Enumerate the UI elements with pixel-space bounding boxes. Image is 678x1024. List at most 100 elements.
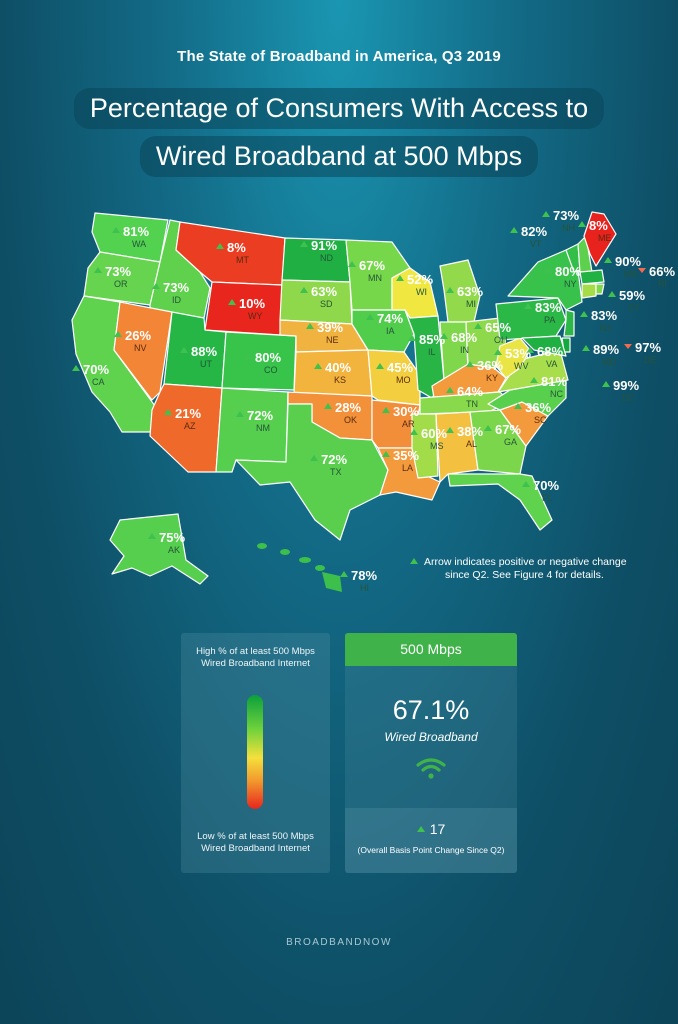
state-shape-al[interactable] <box>435 411 479 483</box>
state-abbr-ny: NY <box>564 279 577 289</box>
state-abbr-nm: NM <box>256 423 270 433</box>
state-shape-ga[interactable] <box>469 409 527 475</box>
up-arrow-icon <box>396 275 404 281</box>
up-arrow-icon <box>410 429 418 435</box>
brand-logo: BROADBANDNOW <box>286 937 392 948</box>
state-abbr-de: DE <box>644 355 657 365</box>
up-arrow-icon <box>376 363 384 369</box>
stat-change-value: 17 <box>429 821 446 837</box>
state-shape-ms[interactable] <box>411 413 439 479</box>
state-pct-pa: 83% <box>535 300 561 315</box>
stat-change: 17 <box>345 821 517 837</box>
state-pct-ga: 67% <box>495 422 521 437</box>
state-shape-mo[interactable] <box>367 349 421 406</box>
state-abbr-id: ID <box>172 295 182 305</box>
us-broadband-map: 81%WA73%OR70%CA73%ID26%NV8%MT10%WY88%UT2… <box>71 208 675 593</box>
up-arrow-icon <box>578 221 586 227</box>
up-arrow-icon <box>526 347 534 353</box>
up-arrow-icon <box>416 826 425 832</box>
state-pct-oh: 65% <box>485 320 511 335</box>
state-pct-sc: 36% <box>525 400 551 415</box>
state-abbr-mt: MT <box>236 255 249 265</box>
state-abbr-sd: SD <box>320 299 333 309</box>
state-abbr-ok: OK <box>344 415 357 425</box>
title-line-2: Wired Broadband at 500 Mbps <box>139 136 539 177</box>
state-pct-ak: 75% <box>159 530 185 545</box>
up-arrow-icon <box>152 283 160 289</box>
state-abbr-tx: TX <box>330 467 342 477</box>
up-arrow-icon <box>542 211 550 217</box>
state-shape-fl[interactable] <box>447 473 553 531</box>
up-arrow-icon <box>366 314 374 320</box>
state-pct-mt: 8% <box>227 240 246 255</box>
up-arrow-icon <box>300 287 308 293</box>
note-line-2: since Q2. See Figure 4 for details. <box>445 569 604 581</box>
state-shape-nj[interactable] <box>563 309 575 337</box>
state-abbr-ms: MS <box>430 441 444 451</box>
state-pct-ny: 80% <box>555 264 581 279</box>
state-shape-hi[interactable] <box>257 543 342 592</box>
state-shape-nm[interactable] <box>215 387 289 473</box>
state-abbr-mn: MN <box>368 273 382 283</box>
state-abbr-ia: IA <box>386 326 395 336</box>
up-arrow-icon <box>314 363 322 369</box>
state-abbr-or: OR <box>114 279 128 289</box>
state-shape-ak[interactable] <box>109 513 209 585</box>
state-pct-al: 38% <box>457 424 483 439</box>
state-pct-ky: 36% <box>477 358 503 373</box>
state-shape-ny[interactable] <box>507 249 583 311</box>
up-arrow-icon <box>236 411 244 417</box>
state-pct-vt: 82% <box>521 224 547 239</box>
state-pct-tx: 72% <box>321 452 347 467</box>
state-abbr-ri: RI <box>658 279 667 289</box>
state-pct-me: 8% <box>589 218 608 233</box>
up-arrow-icon <box>112 227 120 233</box>
state-pct-nm: 72% <box>247 408 273 423</box>
down-arrow-icon <box>638 268 646 273</box>
up-arrow-icon <box>580 311 588 317</box>
state-abbr-ut: UT <box>200 359 212 369</box>
state-abbr-wy: WY <box>248 311 263 321</box>
state-pct-ct: 59% <box>619 288 645 303</box>
up-arrow-icon <box>440 333 448 339</box>
state-pct-de: 97% <box>635 340 661 355</box>
stat-change-label: (Overall Basis Point Change Since Q2) <box>357 845 505 855</box>
state-abbr-nd: ND <box>320 253 333 263</box>
state-shape-ct[interactable] <box>581 283 597 299</box>
state-abbr-in: IN <box>460 345 469 355</box>
up-arrow-icon <box>524 303 532 309</box>
state-abbr-nc: NC <box>550 389 563 399</box>
up-arrow-icon <box>382 407 390 413</box>
state-shape-me[interactable] <box>583 211 617 267</box>
state-abbr-ks: KS <box>334 375 346 385</box>
state-pct-wy: 10% <box>239 296 265 311</box>
state-pct-hi: 78% <box>351 568 377 583</box>
state-abbr-la: LA <box>402 463 413 473</box>
state-abbr-md: MD <box>602 357 616 367</box>
state-pct-il: 85% <box>419 332 445 347</box>
legend-gradient-bar <box>247 695 263 809</box>
state-shape-ma[interactable] <box>579 269 605 285</box>
state-abbr-ne: NE <box>326 335 339 345</box>
state-abbr-pa: PA <box>544 315 555 325</box>
state-abbr-mi: MI <box>466 299 476 309</box>
state-shape-ri[interactable] <box>595 283 605 295</box>
state-shape-md[interactable] <box>521 335 567 357</box>
state-pct-ks: 40% <box>325 360 351 375</box>
state-pct-fl: 70% <box>533 478 559 493</box>
state-abbr-ak: AK <box>168 545 180 555</box>
state-pct-ma: 90% <box>615 254 641 269</box>
report-eyebrow: The State of Broadband in America, Q3 20… <box>177 48 501 65</box>
state-shape-tx[interactable] <box>235 403 389 541</box>
state-pct-nj: 83% <box>591 308 617 323</box>
state-shape-il[interactable] <box>404 309 445 399</box>
state-abbr-vt: VT <box>530 239 542 249</box>
state-shape-nv[interactable] <box>113 301 173 401</box>
state-shape-or[interactable] <box>83 251 161 306</box>
up-arrow-icon <box>446 287 454 293</box>
title-line-1: Percentage of Consumers With Access to <box>73 88 605 129</box>
state-shape-pa[interactable] <box>495 297 567 341</box>
state-abbr-oh: OH <box>494 335 508 345</box>
state-pct-ms: 60% <box>421 426 447 441</box>
color-legend: High % of at least 500 Mbps Wired Broadb… <box>181 633 330 873</box>
